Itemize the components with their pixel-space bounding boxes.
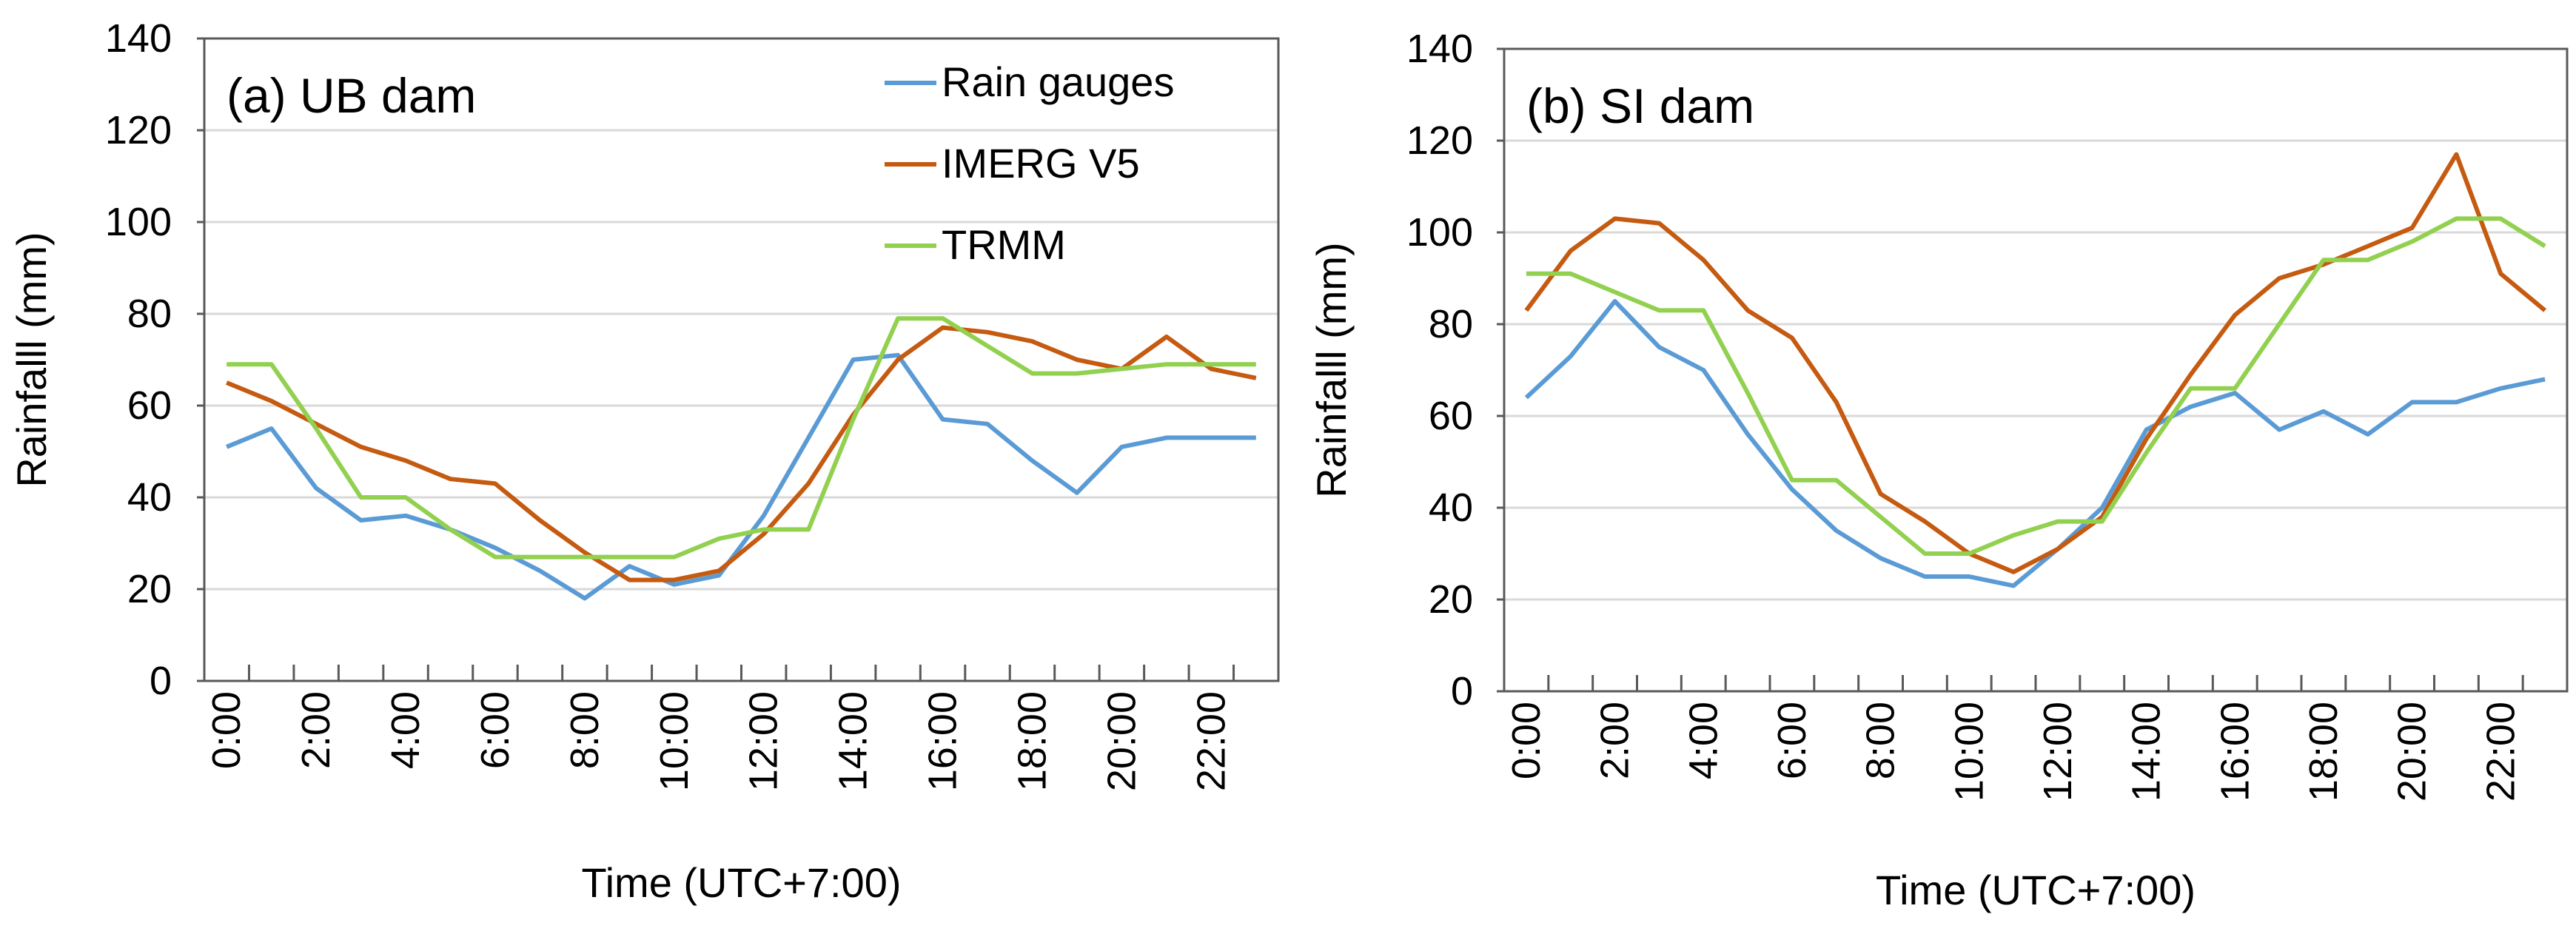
x-tick-label: 0:00 <box>1504 702 1549 779</box>
chart-b: 0 20 40 60 80 100 120 140 0:00 2:00 4:00 6:00 8:00 10… <box>1308 27 2569 913</box>
panel-title: (a) UB dam <box>227 68 476 123</box>
x-tick-label: 12:00 <box>2036 702 2080 802</box>
y-axis-title: Rainfalll (mm) <box>8 232 55 487</box>
y-tick-label: 140 <box>1406 27 1473 71</box>
x-tick-label: 4:00 <box>1681 702 1725 779</box>
y-tick-label: 120 <box>105 108 172 152</box>
x-tick-label: 20:00 <box>1099 691 1144 791</box>
x-tick-label: 2:00 <box>1593 702 1637 779</box>
panel-title: (b) SI dam <box>1526 78 1754 133</box>
y-tick-label: 60 <box>1429 394 1473 438</box>
x-tick-label: 16:00 <box>921 691 965 791</box>
x-tick-label: 18:00 <box>2301 702 2346 802</box>
x-tick-label: 14:00 <box>831 691 876 791</box>
x-tick-label: 10:00 <box>652 691 697 791</box>
y-tick-label: 60 <box>127 383 172 428</box>
x-axis-title: Time (UTC+7:00) <box>1876 867 2196 913</box>
x-tick-label: 14:00 <box>2124 702 2169 802</box>
x-tick-label: 20:00 <box>2390 702 2435 802</box>
series-line-rain-gauges <box>226 352 1256 601</box>
plot-frame <box>203 37 1280 682</box>
y-tick-label: 20 <box>1429 577 1473 622</box>
chart-a: 0 20 40 60 80 100 120 140 0:00 2:00 4:00 6:00 8:00 10… <box>8 16 1280 906</box>
series-line-imerg-v5 <box>1524 152 2547 574</box>
legend: Rain gauges IMERG V5 TRMM <box>885 58 1174 268</box>
x-tick-label: 12:00 <box>742 691 786 791</box>
x-tick-label: 22:00 <box>1189 691 1233 791</box>
y-tick-label: 100 <box>105 200 172 244</box>
legend-label: IMERG V5 <box>942 140 1140 187</box>
y-axis-title: Rainfalll (mm) <box>1308 242 1355 497</box>
legend-label: TRMM <box>942 221 1066 268</box>
series-line-trmm <box>227 316 1256 560</box>
x-tick-label: 16:00 <box>2213 702 2257 802</box>
y-tick-label: 120 <box>1406 118 1473 163</box>
series-line-imerg-v5 <box>226 325 1257 582</box>
y-tick-label: 0 <box>150 659 172 703</box>
x-tick-label: 18:00 <box>1010 691 1054 791</box>
y-tick-label: 80 <box>127 292 172 336</box>
series-line-trmm <box>1526 216 2546 556</box>
y-tick-label: 40 <box>127 475 172 520</box>
series-line-rain-gauges <box>1524 299 2546 588</box>
x-axis-title: Time (UTC+7:00) <box>581 859 901 906</box>
plot-frame <box>1503 47 2569 693</box>
y-tick-label: 20 <box>127 567 172 611</box>
x-tick-label: 6:00 <box>473 691 517 769</box>
x-tick-label: 8:00 <box>563 691 607 769</box>
y-tick-label: 0 <box>1451 669 1473 713</box>
legend-label: Rain gauges <box>942 58 1174 105</box>
y-tick-label: 100 <box>1406 210 1473 255</box>
x-tick-label: 4:00 <box>383 691 428 769</box>
y-tick-label: 140 <box>105 16 172 61</box>
x-tick-label: 22:00 <box>2478 702 2523 802</box>
y-tick-label: 40 <box>1429 486 1473 530</box>
x-tick-label: 2:00 <box>294 691 338 769</box>
x-tick-label: 10:00 <box>1947 702 1991 802</box>
x-tick-label: 8:00 <box>1859 702 1903 779</box>
x-tick-label: 6:00 <box>1770 702 1814 779</box>
x-tick-label: 0:00 <box>204 691 249 769</box>
y-tick-label: 80 <box>1429 302 1473 346</box>
